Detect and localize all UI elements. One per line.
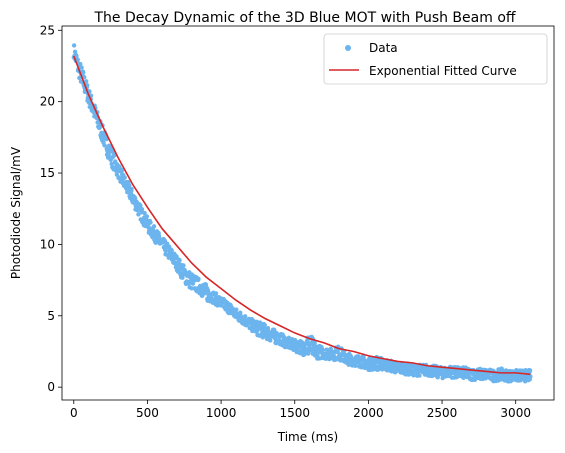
data-point [119,168,124,174]
data-point [177,258,182,263]
data-point [265,326,271,331]
data-point [189,286,194,291]
y-tick-label: 20 [40,95,55,109]
data-point [83,79,89,84]
x-tick-label: 2000 [353,406,384,420]
data-point [97,125,102,130]
y-tick-label: 25 [40,23,55,37]
data-point [139,207,145,212]
data-point [104,136,109,142]
y-axis-ticks: 0 5 10 15 20 25 [40,23,62,394]
data-point [276,338,282,343]
data-point [262,322,267,328]
data-point [213,291,219,296]
plot-area [61,25,555,401]
legend-box [323,33,548,85]
data-point [74,54,79,59]
data-point [272,327,277,332]
data-point [527,368,533,373]
data-point [127,183,132,188]
data-point [417,373,422,378]
data-point [142,210,147,216]
data-point [71,43,77,48]
plot-frame [61,25,555,401]
data-point [129,186,134,192]
fitted-curve-line [73,55,531,376]
legend: Data Exponential Fitted Curve [323,33,548,85]
data-point [356,354,361,359]
legend-marker-data [345,45,351,51]
x-axis-label: Time (ms) [277,430,339,444]
data-point [315,352,320,357]
x-tick-label: 3000 [500,406,531,420]
data-point [203,282,209,287]
data-point [353,363,358,369]
data-point [81,70,86,76]
data-point [148,220,153,225]
x-tick-label: 1500 [279,406,310,420]
y-tick-label: 5 [47,309,55,323]
x-axis-ticks: 0 500 1000 1500 2000 2500 3000 [70,400,531,420]
data-point [144,214,150,219]
data-point [181,263,186,268]
y-axis-label: Photodiode Signal/mV [9,146,23,279]
y-tick-label: 10 [40,237,55,251]
data-point [151,224,157,229]
x-tick-label: 500 [136,406,159,420]
x-tick-label: 2500 [427,406,458,420]
data-point [132,196,138,201]
data-point [346,362,351,367]
data-point [122,175,127,180]
data-point [79,65,84,70]
data-point [169,248,174,253]
data-point [77,75,82,81]
y-tick-label: 0 [47,380,55,394]
chart-title: The Decay Dynamic of the 3D Blue MOT wit… [93,10,515,26]
legend-label-data: Data [369,41,398,55]
data-point [138,203,143,208]
data-point [320,348,326,353]
data-point [234,307,239,312]
data-point [190,281,196,286]
legend-label-fit: Exponential Fitted Curve [369,64,517,78]
data-point [196,276,201,282]
data-point [312,340,317,346]
data-point [411,373,416,378]
data-point [102,143,107,148]
x-tick-label: 1000 [206,406,237,420]
y-tick-label: 15 [40,166,55,180]
x-tick-label: 0 [70,406,78,420]
data-point [163,248,169,254]
data-point [75,57,80,62]
data-point [528,374,533,379]
data-point [268,338,273,343]
data-point [242,314,248,319]
